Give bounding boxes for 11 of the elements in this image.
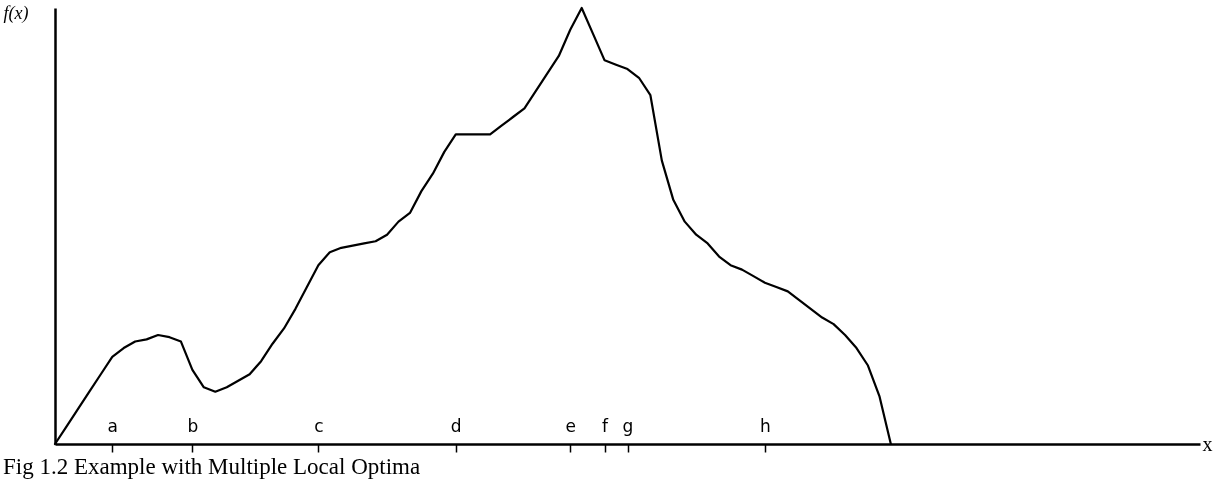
x-tick-label: g — [622, 415, 634, 436]
x-tick-label: b — [187, 415, 199, 436]
x-tick-label: h — [760, 415, 771, 436]
x-tick-label: f — [602, 415, 610, 436]
x-tick-label: a — [107, 415, 118, 436]
text: Fig 1.2 Example with Multiple Local Optima — [3, 454, 421, 479]
x-tick-label: d — [450, 415, 462, 436]
y-axis-title: f(x) — [3, 2, 29, 24]
x-tick-label: e — [565, 415, 576, 436]
x-tick-label: c — [314, 415, 324, 436]
x-axis-title: x — [1202, 432, 1213, 455]
